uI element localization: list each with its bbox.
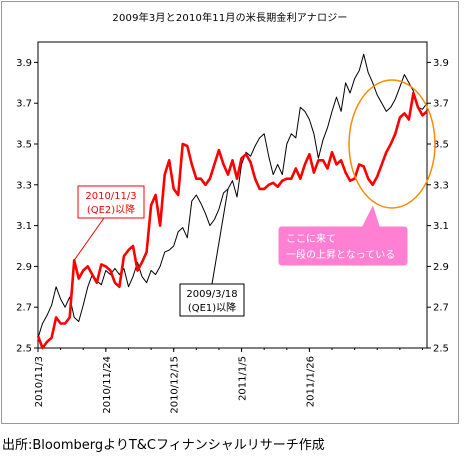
qe1-label-line-1: 2009/3/18: [186, 289, 237, 300]
right-y-tick-label: 2.7: [433, 303, 449, 314]
right-y-tick-label: 2.5: [433, 344, 449, 355]
qe2-label-box: [77, 185, 145, 219]
right-y-tick-label: 3.7: [433, 99, 449, 110]
axes: 2.5 2.7 2.9 3.1 3.3 3.5 3.7 3.9 2.5 2.7 2.9 3.1 3.3 3…: [16, 41, 449, 414]
qe2-label-line-2: (QE2)以降: [87, 203, 135, 216]
series-line-qe1: [37, 53, 428, 338]
series-layer: [36, 53, 428, 350]
series-line-qe2: [36, 91, 428, 350]
chart-frame: [1, 1, 459, 424]
right-y-tick-label: 3.5: [433, 140, 449, 151]
qe2-label-line-1: 2010/11/3: [85, 191, 136, 202]
left-y-tick-label: 3.5: [16, 140, 32, 151]
left-y-tick-label: 2.7: [16, 303, 32, 314]
callout-bubble: [277, 202, 409, 267]
x-tick-label: 2010/11/24: [102, 356, 113, 414]
x-tick-label: 2010/11/3: [34, 356, 45, 407]
chart-plot: 2.5 2.7 2.9 3.1 3.3 3.5 3.7 3.9 2.5 2.7 2.9 3.1 3.3 3…: [16, 41, 449, 414]
qe2-leader-line: [73, 217, 105, 261]
left-y-tick-label: 2.5: [16, 344, 32, 355]
qe1-leader-line: [211, 188, 229, 285]
left-y-tick-label: 2.9: [16, 262, 32, 273]
callout-line-2: 一段の上昇となっている: [286, 248, 395, 261]
right-y-tick-label: 2.9: [433, 262, 449, 273]
left-y-tick-label: 3.7: [16, 99, 32, 110]
source-note: 出所:BloombergよりT&Cフィナンシャルリサーチ作成: [2, 438, 325, 453]
left-y-tick-label: 3.3: [16, 180, 32, 191]
right-y-tick-label: 3.9: [433, 58, 449, 69]
x-tick-label: 2011/1/26: [305, 356, 316, 407]
chart-title: 2009年3月と2010年11月の米長期金利アナロジー: [112, 13, 348, 24]
plot-area-border: [37, 41, 428, 349]
x-tick-label: 2010/12/15: [170, 356, 181, 414]
left-y-tick-label: 3.9: [16, 58, 32, 69]
qe1-label-box: [179, 283, 245, 317]
x-tick-label: 2011/1/5: [238, 356, 249, 401]
callout-line-1: ここに来て: [286, 233, 336, 245]
qe1-label-line-2: (QE1)以降: [188, 301, 236, 314]
right-y-tick-label: 3.1: [433, 221, 449, 232]
right-y-tick-label: 3.3: [433, 180, 449, 191]
left-y-tick-label: 3.1: [16, 221, 32, 232]
highlight-ellipse: [348, 79, 436, 209]
